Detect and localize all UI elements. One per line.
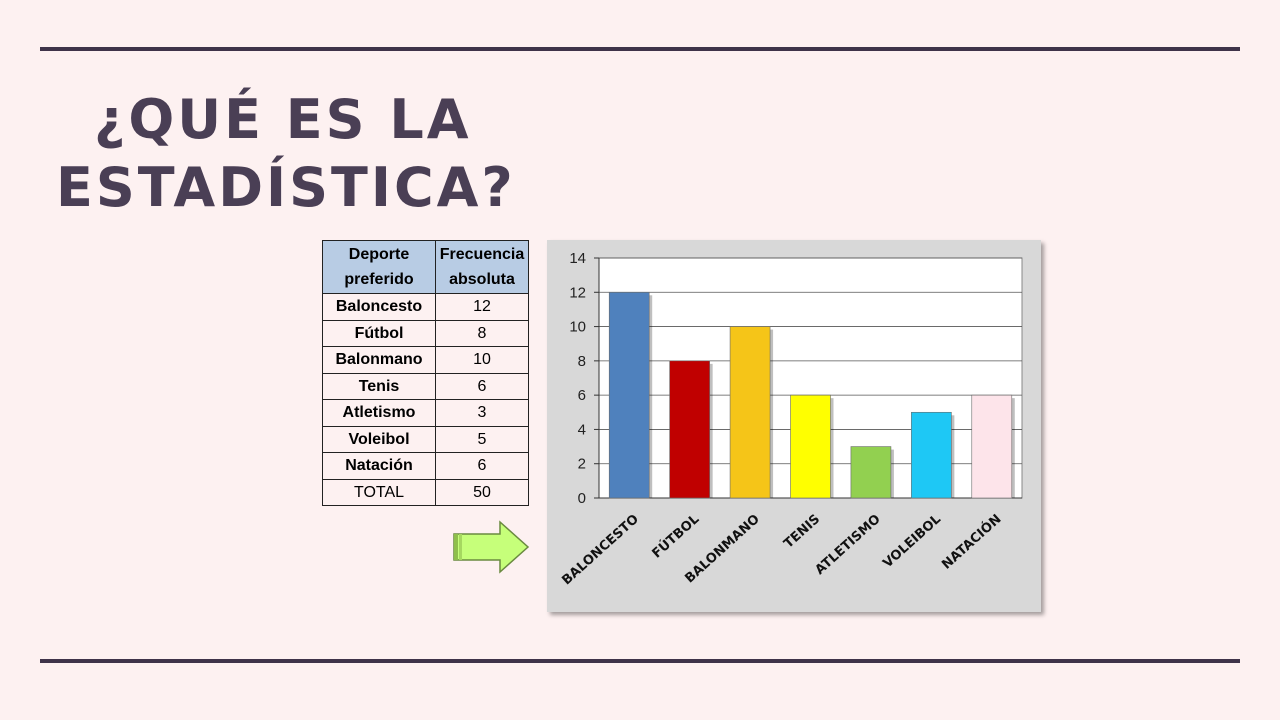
y-tick-label: 8: [578, 353, 586, 370]
x-tick-label: NATACIÓN: [939, 511, 1005, 573]
right-arrow-icon: [453, 520, 530, 574]
header-sport: Deporte preferido: [322, 240, 436, 294]
table-row: Atletismo 3: [322, 399, 529, 427]
table-row: Baloncesto 12: [322, 293, 529, 321]
bar: [850, 446, 892, 499]
bar: [790, 394, 831, 499]
frequency-cell: 12: [435, 293, 529, 321]
x-tick-label: TENIS: [781, 512, 823, 552]
sport-cell: Atletismo: [322, 399, 436, 427]
sport-cell: Fútbol: [322, 319, 436, 347]
sport-cell: Baloncesto: [322, 293, 436, 321]
y-tick-label: 4: [578, 421, 586, 438]
bar: [971, 394, 1013, 499]
sport-cell: Tenis: [322, 372, 436, 400]
bar: [669, 360, 710, 499]
y-tick-label: 6: [578, 387, 586, 404]
x-tick-label: ATLETISMO: [813, 512, 884, 578]
frequency-cell: 10: [435, 346, 529, 374]
x-tick-label: BALONCESTO: [559, 512, 641, 588]
header-frequency: Frecuencia absoluta: [435, 240, 529, 294]
y-tick-label: 0: [578, 490, 586, 507]
x-tick-label: VOLEIBOL: [880, 512, 944, 571]
frequency-cell: 6: [435, 452, 529, 480]
y-tick-label: 14: [569, 250, 586, 267]
frequency-cell: 5: [435, 425, 529, 453]
total-label: TOTAL: [322, 478, 436, 506]
total-value: 50: [435, 478, 529, 506]
sport-cell: Voleibol: [322, 425, 436, 453]
y-tick-label: 12: [569, 284, 586, 301]
sport-cell: Balonmano: [322, 346, 436, 374]
bar: [911, 411, 952, 499]
frequency-table: Deporte preferido Frecuencia absoluta Ba…: [322, 240, 529, 506]
title-line-1: ¿QUÉ ES LA: [94, 88, 472, 151]
frequency-cell: 3: [435, 399, 529, 427]
sport-cell: Natación: [322, 452, 436, 480]
bar-chart: 0 2 4 6 8 10 12 14 BALONCESTO FÚTBOL BALONMANO TENI…: [547, 240, 1041, 612]
x-tick-label: FÚTBOL: [649, 511, 702, 561]
frequency-cell: 6: [435, 372, 529, 400]
bottom-divider: [40, 659, 1240, 663]
table-row: Fútbol 8: [322, 319, 529, 347]
bar: [608, 291, 650, 499]
table-row: Tenis 6: [322, 372, 529, 400]
y-tick-label: 10: [569, 319, 586, 336]
table-row: Natación 6: [322, 452, 529, 480]
table-header-row: Deporte preferido Frecuencia absoluta: [322, 240, 529, 294]
top-divider: [40, 47, 1240, 51]
slide-title: ¿QUÉ ES LA ESTADÍSTICA?: [56, 86, 516, 222]
table-total-row: TOTAL 50: [322, 478, 529, 506]
title-line-2: ESTADÍSTICA?: [56, 156, 516, 219]
table-row: Balonmano 10: [322, 346, 529, 374]
y-tick-label: 2: [578, 456, 586, 473]
frequency-cell: 8: [435, 319, 529, 347]
table-row: Voleibol 5: [322, 425, 529, 453]
bar: [729, 326, 771, 499]
